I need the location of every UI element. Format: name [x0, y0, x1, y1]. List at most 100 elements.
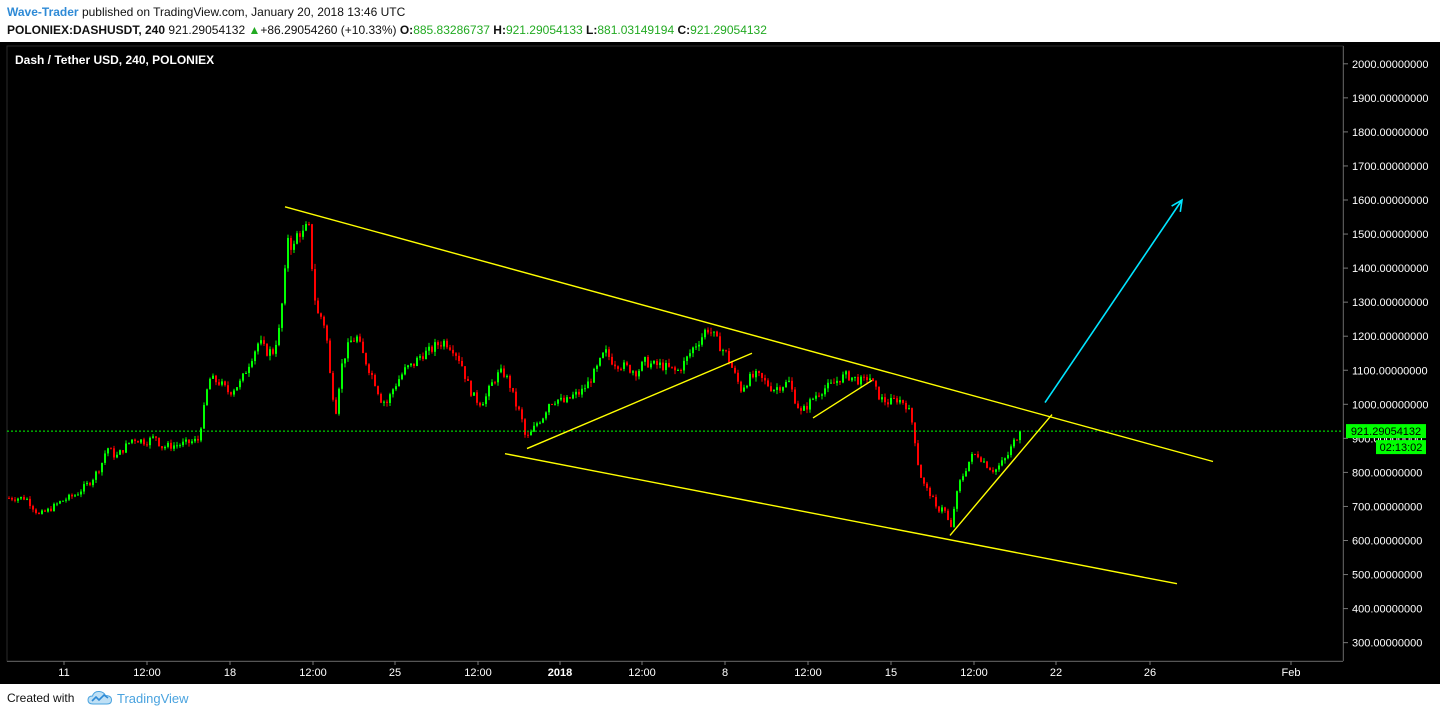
candle-body: [809, 399, 811, 410]
candle-body: [731, 362, 733, 368]
candle-body: [632, 371, 634, 373]
candle-body: [398, 379, 400, 387]
candle-body: [485, 396, 487, 405]
x-tick-label: 25: [389, 667, 401, 679]
candle-body: [14, 499, 16, 501]
candle-body: [167, 442, 169, 447]
candle-body: [563, 397, 565, 403]
candle-body: [374, 375, 376, 387]
x-tick-label: 26: [1144, 667, 1156, 679]
projection-arrow[interactable]: [1044, 199, 1183, 404]
candle-body: [713, 331, 715, 333]
y-tick-label: 1800.00000000: [1352, 127, 1428, 139]
candle-body: [854, 376, 856, 378]
candle-body: [1001, 460, 1003, 466]
tradingview-link[interactable]: TradingView: [117, 691, 189, 706]
candle-body: [392, 389, 394, 395]
candle-body: [743, 387, 745, 392]
candle-body: [815, 395, 817, 399]
candle-body: [260, 340, 262, 344]
candle-body: [641, 361, 643, 371]
candle-body: [494, 382, 496, 384]
time-axis[interactable]: 11 12:00 18 12:00 25 12:00 2018 12:00 8 12:00 15 12…: [58, 661, 1300, 679]
chart-title: Dash / Tether USD, 240, POLONIEX: [15, 53, 214, 67]
candle-body: [218, 382, 220, 385]
trendline-2[interactable]: [504, 452, 1178, 585]
candle-body: [845, 371, 847, 375]
candle-body: [674, 367, 676, 371]
candle-body: [227, 385, 229, 393]
close-value: 921.29054132: [690, 23, 767, 37]
candle-body: [548, 404, 550, 413]
candle-body: [44, 510, 46, 512]
candle-body: [821, 394, 823, 396]
candle-body: [611, 356, 613, 365]
y-tick-label: 800.00000000: [1352, 467, 1422, 479]
high-value: 921.29054133: [505, 23, 583, 37]
candle-body: [767, 380, 769, 387]
candle-body: [911, 408, 913, 423]
candle-body: [305, 223, 307, 231]
candle-body: [962, 476, 964, 481]
tradingview-cloud-icon[interactable]: [87, 690, 113, 706]
candle-body: [503, 368, 505, 377]
candle-body: [866, 377, 868, 381]
candle-body: [512, 387, 514, 392]
trendline-4[interactable]: [812, 379, 873, 419]
candle-body: [509, 375, 511, 388]
candle-body: [32, 506, 34, 510]
candle-body: [356, 336, 358, 342]
candle-body: [887, 402, 889, 405]
candle-body: [248, 366, 250, 373]
x-tick-label: 12:00: [628, 667, 656, 679]
candle-body: [410, 363, 412, 366]
candle-body: [332, 372, 334, 400]
low-value: 881.03149194: [597, 23, 675, 37]
x-tick-label: 2018: [548, 667, 572, 679]
plot-area[interactable]: [6, 45, 1344, 662]
candle-body: [482, 404, 484, 406]
candle-body: [242, 373, 244, 381]
candle-body: [362, 341, 364, 354]
candle-body: [941, 507, 943, 512]
author-link[interactable]: Wave-Trader: [7, 5, 79, 19]
candle-body: [50, 508, 52, 512]
candle-body: [515, 391, 517, 407]
candle-body: [932, 496, 934, 498]
candle-body: [788, 380, 790, 382]
candle-body: [119, 450, 121, 455]
trendline-5[interactable]: [949, 414, 1053, 536]
candle-body: [785, 381, 787, 388]
candle-body: [890, 397, 892, 405]
candle-body: [758, 371, 760, 374]
candle-body: [437, 342, 439, 346]
high-label: H:: [493, 23, 506, 37]
candle-body: [857, 376, 859, 385]
candle-body: [590, 381, 592, 383]
candle-body: [998, 465, 1000, 470]
candle-body: [125, 443, 127, 453]
candle-body: [194, 438, 196, 442]
candle-body: [749, 373, 751, 386]
candle-body: [827, 382, 829, 389]
candle-body: [716, 331, 718, 337]
price-chart[interactable]: Dash / Tether USD, 240, POLONIEX 300.000…: [0, 42, 1440, 684]
candle-body: [308, 223, 310, 225]
y-tick-label: 1300.00000000: [1352, 297, 1428, 309]
candle-body: [170, 442, 172, 449]
candle-body: [659, 362, 661, 366]
candle-body: [677, 369, 679, 371]
candle-body: [851, 377, 853, 381]
trendline-1[interactable]: [284, 206, 1214, 463]
symbol-label: POLONIEX:DASHUSDT, 240: [7, 23, 166, 37]
candle-body: [977, 454, 979, 458]
candle-body: [245, 372, 247, 374]
candle-body: [602, 352, 604, 358]
candle-body: [290, 237, 292, 250]
trendline-3[interactable]: [526, 352, 753, 450]
candle-body: [812, 398, 814, 400]
candle-body: [59, 501, 61, 504]
created-with-text: Created with: [7, 691, 75, 705]
candle-body: [404, 367, 406, 375]
candle-body: [377, 386, 379, 395]
